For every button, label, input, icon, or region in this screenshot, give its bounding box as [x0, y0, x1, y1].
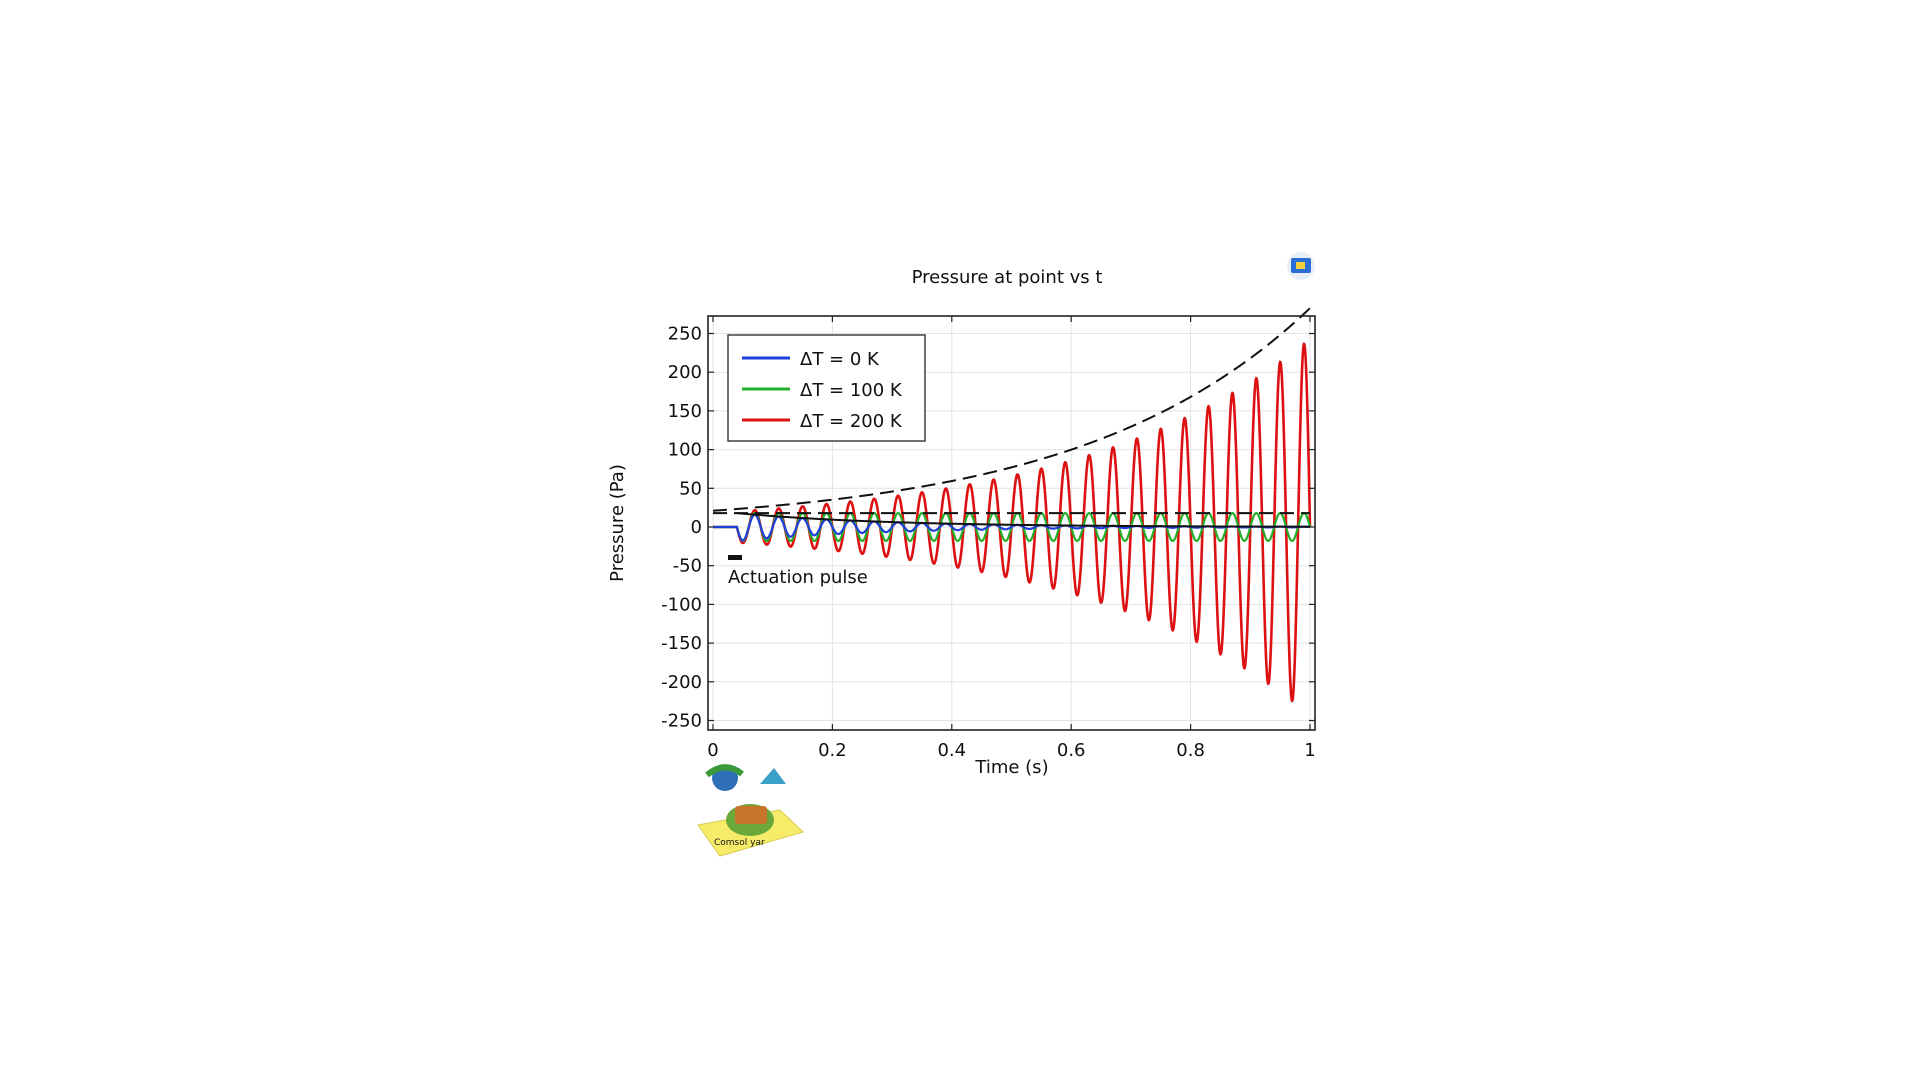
y-tick-label: -150 — [661, 633, 702, 654]
legend: ΔT = 0 K ΔT = 100 K ΔT = 200 K — [727, 334, 926, 442]
axes: 0 0.2 0.4 0.6 0.8 1 250 200 150 100 50 0 -50 -100 -150… — [661, 316, 1316, 761]
envelope-layer — [712, 307, 1311, 528]
comsol-yar-logo: Comsol yar — [697, 764, 804, 857]
legend-label-0: ΔT = 0 K — [800, 349, 880, 370]
legend-label-1: ΔT = 100 K — [800, 380, 903, 401]
legend-label-2: ΔT = 200 K — [800, 411, 903, 432]
y-tick-label: -50 — [673, 556, 702, 577]
plot-toolbar-icon[interactable] — [1287, 252, 1315, 280]
y-tick-label: 150 — [668, 401, 702, 422]
x-axis-label: Time (s) — [974, 757, 1048, 778]
y-tick-label: 0 — [691, 517, 702, 538]
y-tick-label: 250 — [668, 324, 702, 345]
actuation-pulse-marker — [728, 555, 742, 560]
chart-title: Pressure at point vs t — [912, 267, 1103, 288]
y-tick-label: -100 — [661, 594, 702, 615]
y-tick-label: 200 — [668, 362, 702, 383]
logo-text: Comsol yar — [714, 838, 765, 848]
actuation-pulse-annotation: Actuation pulse — [728, 555, 868, 588]
x-tick-label: 0.6 — [1057, 740, 1086, 761]
x-tick-label: 0.4 — [937, 740, 966, 761]
envelope-2 — [736, 512, 1310, 528]
x-tick-label: 1 — [1304, 740, 1315, 761]
x-tick-label: 0.8 — [1176, 740, 1205, 761]
envelope-0 — [712, 307, 1311, 512]
y-tick-label: -250 — [661, 711, 702, 732]
y-tick-label: 100 — [668, 440, 702, 461]
y-tick-label: 50 — [679, 478, 702, 499]
plot-border — [707, 315, 1316, 731]
y-tick-label: -200 — [661, 672, 702, 693]
x-tick-label: 0 — [707, 740, 718, 761]
actuation-pulse-label: Actuation pulse — [728, 567, 868, 588]
y-axis-label: Pressure (Pa) — [607, 464, 628, 582]
x-tick-label: 0.2 — [818, 740, 847, 761]
